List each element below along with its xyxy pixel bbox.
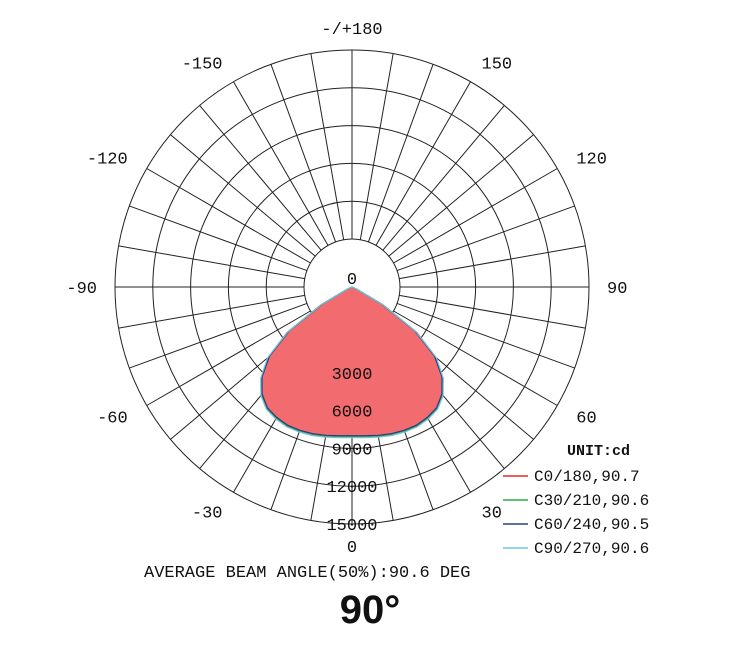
legend-entry: C60/240,90.5 — [534, 516, 649, 534]
grid-spoke — [129, 205, 308, 272]
grid-spoke — [359, 53, 394, 240]
grid-spoke — [199, 105, 322, 251]
legend-entry: C0/180,90.7 — [534, 468, 640, 486]
grid-spoke — [399, 294, 586, 329]
angle-tick-label: -150 — [182, 56, 223, 75]
grid-spoke — [393, 168, 558, 264]
angle-tick-label: 60 — [576, 410, 596, 429]
grid-spoke — [233, 81, 329, 246]
angle-tick-label: -30 — [192, 504, 223, 523]
legend-entry: C90/270,90.6 — [534, 540, 649, 558]
radial-tick-label: 12000 — [326, 479, 377, 498]
grid-spoke — [170, 134, 316, 257]
radial-tick-label: 9000 — [332, 441, 373, 460]
angle-labels: -/+180 -150 150 -120 120 -90 90 -60 60 -30 30 0 — [66, 21, 627, 558]
grid-spoke — [270, 64, 337, 243]
legend-entry: C30/210,90.6 — [534, 492, 649, 510]
legend: UNIT:cd C0/180,90.7 C30/210,90.6 C60/240,9… — [503, 443, 649, 558]
grid-spoke — [375, 81, 471, 246]
angle-tick-label: -60 — [97, 410, 128, 429]
grid-spoke — [393, 310, 558, 406]
angle-tick-label: -90 — [66, 280, 97, 299]
radial-tick-label: 15000 — [326, 517, 377, 536]
angle-tick-label: -/+180 — [321, 21, 382, 40]
grid-spoke — [118, 245, 305, 280]
radial-tick-label: 3000 — [332, 366, 373, 385]
beam-angle-headline: 90° — [340, 588, 401, 632]
grid-spoke — [118, 294, 305, 329]
grid-spoke — [146, 310, 311, 406]
angle-tick-label: 150 — [482, 56, 513, 75]
grid-spoke — [129, 302, 308, 369]
grid-spoke — [367, 64, 434, 243]
angle-tick-label: 90 — [607, 280, 627, 299]
series-layer — [260, 286, 444, 439]
angle-tick-label: 30 — [482, 504, 502, 523]
grid-spoke — [396, 302, 575, 369]
grid-spoke — [399, 245, 586, 280]
angle-tick-label: 120 — [576, 151, 607, 170]
grid-spoke — [146, 168, 311, 264]
grid-spoke — [382, 105, 505, 251]
beam-angle-annotation: AVERAGE BEAM ANGLE(50%):90.6 DEG — [144, 564, 470, 583]
ring-labels: 0 3000 6000 9000 12000 15000 — [326, 271, 377, 536]
unit-label: UNIT:cd — [567, 443, 630, 460]
radial-tick-label: 6000 — [332, 404, 373, 423]
series-curve-4 — [260, 286, 444, 439]
angle-tick-label: -120 — [87, 151, 128, 170]
radial-tick-label: 0 — [347, 271, 357, 290]
grid-spoke — [396, 205, 575, 272]
grid-spoke — [388, 134, 534, 257]
grid-spoke — [310, 53, 345, 240]
angle-tick-label: 0 — [347, 539, 357, 558]
